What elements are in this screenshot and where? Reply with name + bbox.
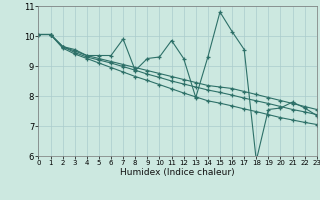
X-axis label: Humidex (Indice chaleur): Humidex (Indice chaleur): [120, 168, 235, 177]
